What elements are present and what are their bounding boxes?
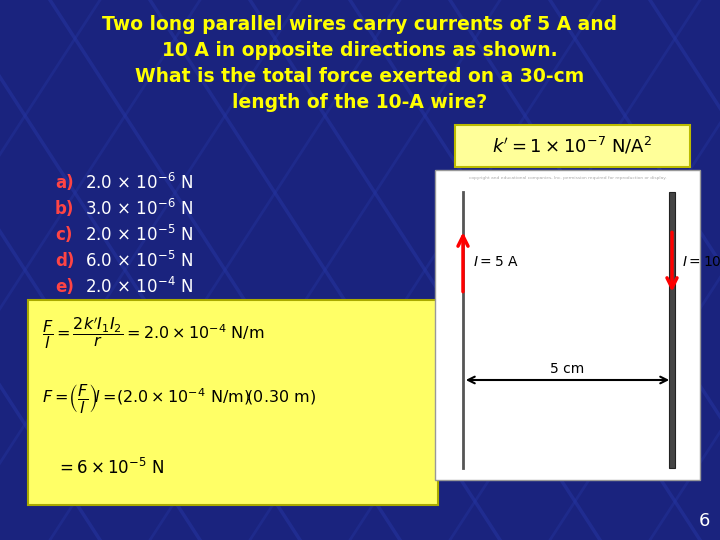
Bar bbox=[669, 192, 675, 468]
Text: 10 A in opposite directions as shown.: 10 A in opposite directions as shown. bbox=[162, 41, 558, 60]
Text: d): d) bbox=[55, 252, 74, 270]
Text: a): a) bbox=[55, 174, 73, 192]
Text: length of the 10-A wire?: length of the 10-A wire? bbox=[233, 93, 487, 112]
Text: 3.0 $\times$ 10$^{-6}$ N: 3.0 $\times$ 10$^{-6}$ N bbox=[85, 199, 193, 219]
Text: $= 6\times10^{-5}\ \mathrm{N}$: $= 6\times10^{-5}\ \mathrm{N}$ bbox=[56, 458, 165, 478]
Text: 2.0 $\times$ 10$^{-6}$ N: 2.0 $\times$ 10$^{-6}$ N bbox=[85, 173, 193, 193]
Bar bbox=[28, 300, 438, 505]
Text: e): e) bbox=[55, 278, 74, 296]
Bar bbox=[435, 170, 700, 480]
Text: 6.0 $\times$ 10$^{-5}$ N: 6.0 $\times$ 10$^{-5}$ N bbox=[85, 251, 193, 271]
Bar bbox=[455, 125, 690, 167]
Text: $\dfrac{F}{l} = \dfrac{2k'I_1I_2}{r} = 2.0\times10^{-4}\ \mathrm{N/m}$: $\dfrac{F}{l} = \dfrac{2k'I_1I_2}{r} = 2… bbox=[42, 314, 264, 351]
Text: What is the total force exerted on a 30-cm: What is the total force exerted on a 30-… bbox=[135, 67, 585, 86]
Text: 2.0 $\times$ 10$^{-5}$ N: 2.0 $\times$ 10$^{-5}$ N bbox=[85, 225, 193, 245]
Text: $I = 5\ \mathrm{A}$: $I = 5\ \mathrm{A}$ bbox=[473, 255, 519, 269]
Text: c): c) bbox=[55, 226, 73, 244]
Text: copyright and educational companies, Inc. permission required for reproduction o: copyright and educational companies, Inc… bbox=[469, 176, 666, 180]
Text: $F = \!\left(\dfrac{F}{l}\right)\!l = \!\left(2.0\times10^{-4}\ \mathrm{N/m}\rig: $F = \!\left(\dfrac{F}{l}\right)\!l = \!… bbox=[42, 382, 316, 415]
Text: Two long parallel wires carry currents of 5 A and: Two long parallel wires carry currents o… bbox=[102, 15, 618, 34]
Text: $I = 10\ \mathrm{A}$: $I = 10\ \mathrm{A}$ bbox=[682, 255, 720, 269]
Text: b): b) bbox=[55, 200, 74, 218]
Text: $k' = 1\times10^{-7}\ \mathrm{N/A^2}$: $k' = 1\times10^{-7}\ \mathrm{N/A^2}$ bbox=[492, 136, 652, 157]
Text: 6: 6 bbox=[698, 512, 710, 530]
Text: 5 cm: 5 cm bbox=[550, 362, 585, 376]
Text: 2.0 $\times$ 10$^{-4}$ N: 2.0 $\times$ 10$^{-4}$ N bbox=[85, 277, 193, 297]
